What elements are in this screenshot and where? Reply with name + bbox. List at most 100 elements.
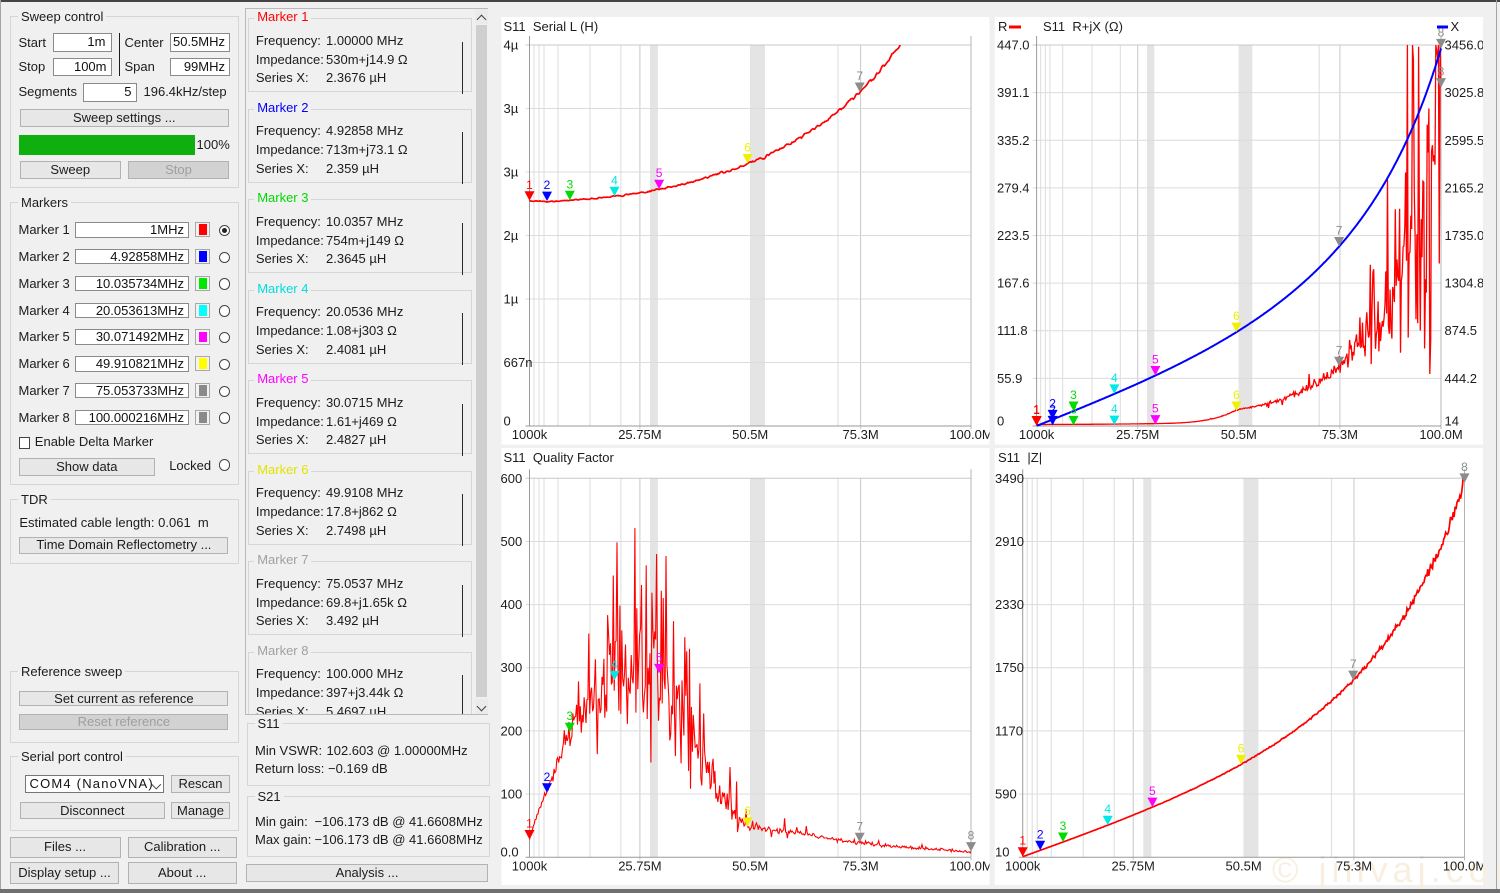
svg-text:8: 8 [968,829,975,843]
svg-text:1735.0: 1735.0 [1445,228,1485,243]
svg-text:4: 4 [1104,802,1111,816]
svg-text:1304.8: 1304.8 [1445,276,1485,291]
svg-text:10: 10 [995,845,1009,860]
svg-text:4: 4 [1111,402,1118,416]
svg-text:1: 1 [526,817,533,831]
svg-text:2: 2 [1049,396,1056,410]
svg-text:0: 0 [504,414,511,429]
svg-text:50.5M: 50.5M [732,858,768,873]
svg-text:100.0M: 100.0M [1419,427,1462,442]
svg-text:6: 6 [1238,741,1245,755]
svg-text:6: 6 [1233,388,1240,402]
svg-text:279.4: 279.4 [997,180,1030,195]
svg-text:1µ: 1µ [504,292,519,307]
svg-text:1170: 1170 [995,723,1023,738]
svg-text:5: 5 [656,166,663,180]
svg-text:S11 R+jX (Ω): S11 R+jX (Ω) [1043,19,1123,34]
svg-text:7: 7 [1336,224,1343,238]
svg-text:1: 1 [1019,834,1026,848]
svg-text:8: 8 [1438,65,1445,79]
svg-text:R: R [998,19,1007,34]
svg-text:0: 0 [997,414,1004,429]
svg-text:874.5: 874.5 [1445,323,1478,338]
svg-text:4µ: 4µ [504,38,519,53]
svg-text:3: 3 [566,177,573,191]
svg-text:25.75M: 25.75M [1112,858,1155,873]
svg-text:7: 7 [856,819,863,833]
svg-text:8: 8 [1461,460,1468,474]
svg-text:3: 3 [1060,819,1067,833]
svg-text:25.75M: 25.75M [618,858,661,873]
svg-text:50.5M: 50.5M [1221,427,1257,442]
svg-text:1: 1 [526,178,533,192]
svg-text:8: 8 [1438,25,1445,39]
svg-text:6: 6 [744,804,751,818]
svg-text:3µ: 3µ [504,165,519,180]
svg-text:5: 5 [1152,402,1159,416]
svg-text:223.5: 223.5 [997,228,1030,243]
svg-text:335.2: 335.2 [997,133,1030,148]
svg-text:7: 7 [856,69,863,83]
svg-text:2: 2 [544,770,551,784]
svg-text:25.75M: 25.75M [1116,427,1159,442]
svg-text:S11 Quality Factor: S11 Quality Factor [504,450,615,465]
svg-text:111.8: 111.8 [997,323,1028,338]
svg-text:7: 7 [1336,343,1343,357]
svg-text:100: 100 [501,787,523,802]
svg-text:2595.5: 2595.5 [1445,133,1485,148]
svg-text:1000k: 1000k [512,858,548,873]
svg-text:600: 600 [501,471,523,486]
svg-text:5: 5 [656,650,663,664]
svg-text:2330: 2330 [995,597,1024,612]
svg-text:25.75M: 25.75M [618,427,661,442]
svg-text:4: 4 [611,657,618,671]
svg-text:167.6: 167.6 [997,276,1030,291]
svg-text:500: 500 [501,534,523,549]
svg-text:1000k: 1000k [1005,858,1041,873]
svg-text:5: 5 [1149,784,1156,798]
svg-text:14: 14 [1445,414,1459,429]
svg-text:1000k: 1000k [1019,427,1055,442]
svg-text:55.9: 55.9 [997,371,1022,386]
svg-text:400: 400 [501,597,523,612]
svg-text:100.0M: 100.0M [949,858,992,873]
svg-text:1750: 1750 [995,660,1024,675]
svg-text:391.1: 391.1 [997,85,1030,100]
svg-text:444.2: 444.2 [1445,371,1478,386]
svg-text:100.0M: 100.0M [1443,858,1486,873]
svg-text:2: 2 [1037,827,1044,841]
svg-text:3456.0: 3456.0 [1445,38,1485,53]
svg-text:300: 300 [501,660,523,675]
svg-text:2165.2: 2165.2 [1445,180,1485,195]
svg-text:0.0: 0.0 [501,845,519,860]
svg-text:75.3M: 75.3M [1322,427,1358,442]
svg-text:200: 200 [501,723,523,738]
svg-text:75.3M: 75.3M [843,858,879,873]
svg-text:4: 4 [611,173,618,187]
svg-text:5: 5 [1152,353,1159,367]
svg-text:1: 1 [1033,403,1040,417]
svg-text:50.5M: 50.5M [1226,858,1262,873]
svg-text:3: 3 [1070,388,1077,402]
svg-text:3025.8: 3025.8 [1445,85,1485,100]
svg-text:2µ: 2µ [504,228,519,243]
svg-text:3490: 3490 [995,471,1024,486]
svg-text:3µ: 3µ [504,101,519,116]
svg-text:2: 2 [544,178,551,192]
svg-text:© jinvaj.con: © jinvaj.con [1272,849,1500,890]
svg-text:3: 3 [566,709,573,723]
svg-text:X: X [1451,19,1460,34]
svg-text:6: 6 [1233,309,1240,323]
svg-text:667n: 667n [504,355,533,370]
svg-text:447.0: 447.0 [997,38,1030,53]
svg-text:4: 4 [1111,371,1118,385]
svg-text:2: 2 [1049,402,1056,416]
svg-text:50.5M: 50.5M [732,427,768,442]
svg-text:100.0M: 100.0M [949,427,992,442]
svg-text:75.3M: 75.3M [1336,858,1372,873]
svg-text:S11 |Z|: S11 |Z| [998,450,1042,465]
svg-text:7: 7 [1350,657,1357,671]
svg-text:75.3M: 75.3M [843,427,879,442]
svg-text:2910: 2910 [995,534,1024,549]
svg-text:590: 590 [995,787,1017,802]
